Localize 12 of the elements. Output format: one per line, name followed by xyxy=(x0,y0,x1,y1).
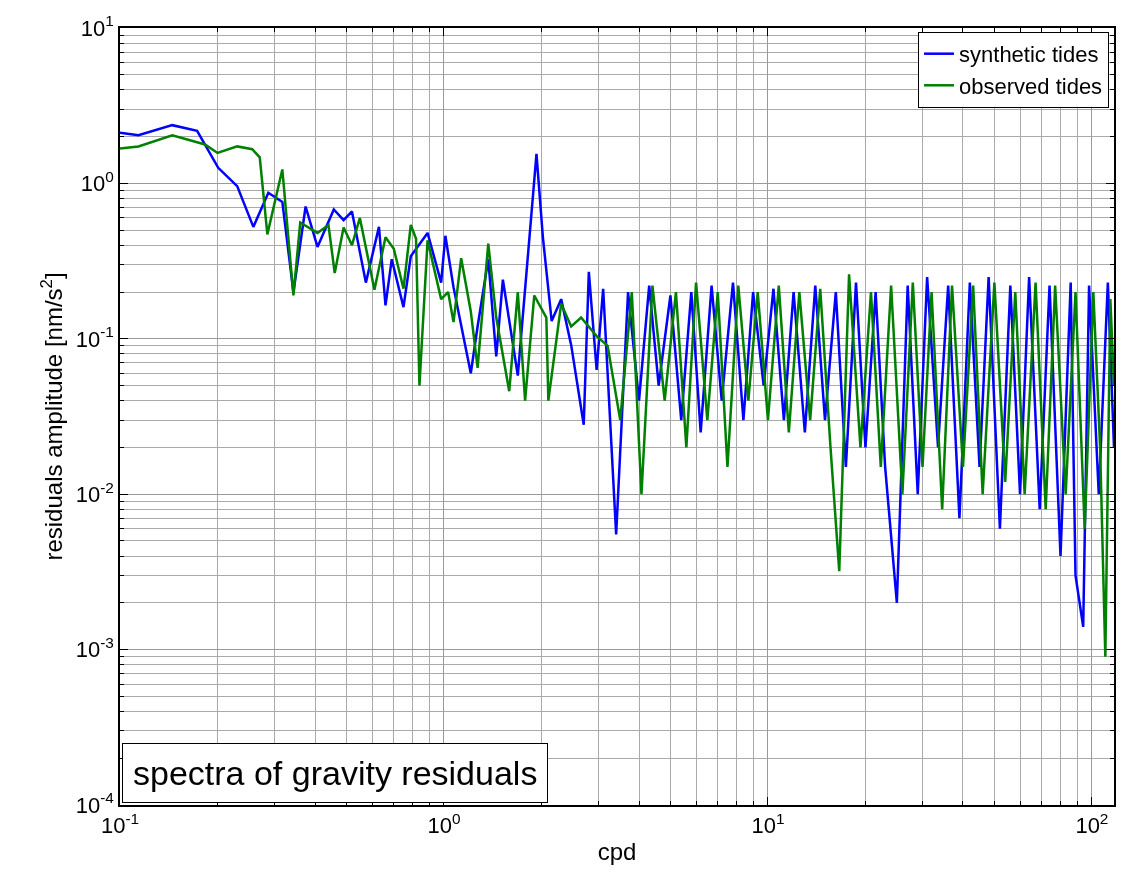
y-tick-label: 10$^{0}$ xyxy=(80,167,114,197)
legend-label: synthetic tides xyxy=(959,42,1099,68)
x-axis-title: cpd xyxy=(597,837,637,865)
y-tick-label: 10$^{-2}$ xyxy=(75,478,114,507)
x-tick-label: 10$^{1}$ xyxy=(751,809,785,839)
annotation: spectra of gravity residuals xyxy=(133,754,538,792)
x-tick-label: 10$^{0}$ xyxy=(427,809,461,839)
y-tick-label: 10$^{1}$ xyxy=(80,12,114,41)
x-tick-label: 10$^{2}$ xyxy=(1075,809,1109,839)
y-tick-label: 10$^{-1}$ xyxy=(75,323,114,352)
legend-label: observed tides xyxy=(959,73,1103,99)
y-tick-label: 10$^{-3}$ xyxy=(75,634,114,663)
